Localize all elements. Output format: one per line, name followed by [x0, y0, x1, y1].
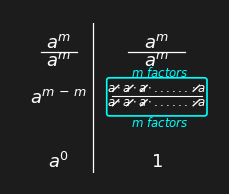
Text: $1$: $1$	[150, 153, 162, 171]
Text: $m\ factors$: $m\ factors$	[131, 66, 189, 80]
Text: $m\ factors$: $m\ factors$	[131, 116, 189, 130]
Text: $a^{m\,-\,m}$: $a^{m\,-\,m}$	[30, 89, 87, 107]
Text: $a^0$: $a^0$	[48, 152, 69, 172]
Text: $a^m$: $a^m$	[144, 52, 169, 70]
Text: $a^m$: $a^m$	[144, 35, 169, 52]
Text: $\it{a \cdot a \cdot a \cdot ...... \cdot a}$: $\it{a \cdot a \cdot a \cdot ...... \cdo…	[107, 82, 207, 95]
Text: $a^m$: $a^m$	[46, 35, 71, 52]
Text: $\it{a \cdot a \cdot a \cdot ...... \cdot a}$: $\it{a \cdot a \cdot a \cdot ...... \cdo…	[107, 96, 207, 109]
Text: $a^m$: $a^m$	[46, 52, 71, 70]
